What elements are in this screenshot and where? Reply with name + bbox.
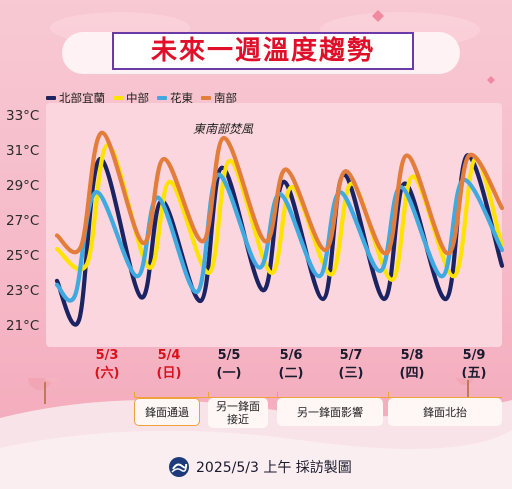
legend-item: 花東 xyxy=(157,90,193,106)
legend-label: 南部 xyxy=(214,91,237,105)
annotation-foehn: 東南部焚風 xyxy=(193,122,254,136)
date-label: 5/7 (三) xyxy=(331,347,371,383)
date-label: 5/4 (日) xyxy=(149,347,189,383)
weekday-text: (三) xyxy=(338,366,364,381)
date-text: 5/6 xyxy=(279,348,303,363)
phase-label: 另一鋒面 接近 xyxy=(208,398,268,428)
y-tick-label: 27°C xyxy=(6,213,40,229)
legend-item: 北部宜蘭 xyxy=(46,90,105,106)
series-line-南部 xyxy=(54,130,505,256)
bottom-wave-decoration xyxy=(0,378,512,489)
phase-label: 另一鋒面影響 xyxy=(277,398,383,426)
date-label: 5/6 (二) xyxy=(271,347,311,383)
weekday-text: (二) xyxy=(278,366,304,381)
chart-title: 未來一週溫度趨勢 xyxy=(112,32,414,70)
weekday-text: (六) xyxy=(94,366,120,381)
legend-label: 花東 xyxy=(170,91,193,105)
legend: 北部宜蘭 中部 花東 南部 xyxy=(46,90,237,106)
phase-tick xyxy=(208,392,209,398)
credit-text: 2025/5/3 上午 採訪製圖 xyxy=(196,460,352,476)
phase-timeline xyxy=(134,397,502,398)
y-tick-label: 31°C xyxy=(6,143,40,159)
legend-swatch xyxy=(113,96,123,100)
credit: 2025/5/3 上午 採訪製圖 xyxy=(168,456,352,478)
date-text: 5/9 xyxy=(462,348,486,363)
weekday-text: (日) xyxy=(156,366,182,381)
legend-label: 北部宜蘭 xyxy=(59,91,105,105)
temperature-chart xyxy=(54,130,505,327)
legend-swatch xyxy=(46,96,56,100)
phase-label: 鋒面通過 xyxy=(134,398,200,426)
phase-label: 鋒面北抬 xyxy=(388,398,502,426)
date-text: 5/7 xyxy=(339,348,363,363)
phase-tick xyxy=(277,392,278,398)
phase-tick xyxy=(388,392,389,398)
date-text: 5/3 xyxy=(95,348,119,363)
date-label: 5/8 (四) xyxy=(392,347,432,383)
legend-item: 南部 xyxy=(201,90,237,106)
legend-swatch xyxy=(201,96,211,100)
date-text: 5/8 xyxy=(400,348,424,363)
legend-swatch xyxy=(157,96,167,100)
date-label: 5/5 (一) xyxy=(209,347,249,383)
weekday-text: (四) xyxy=(399,366,425,381)
series-line-中部 xyxy=(54,142,505,282)
y-tick-label: 21°C xyxy=(6,318,40,334)
agency-logo-icon xyxy=(169,457,189,477)
y-tick-label: 23°C xyxy=(6,283,40,299)
date-label: 5/3 (六) xyxy=(87,347,127,383)
y-tick-label: 25°C xyxy=(6,248,40,264)
legend-item: 中部 xyxy=(113,90,149,106)
date-text: 5/5 xyxy=(217,348,241,363)
y-tick-label: 33°C xyxy=(6,108,40,124)
date-text: 5/4 xyxy=(157,348,181,363)
weekday-text: (一) xyxy=(216,366,242,381)
y-tick-label: 29°C xyxy=(6,178,40,194)
legend-label: 中部 xyxy=(126,91,149,105)
phase-tick xyxy=(134,392,135,398)
